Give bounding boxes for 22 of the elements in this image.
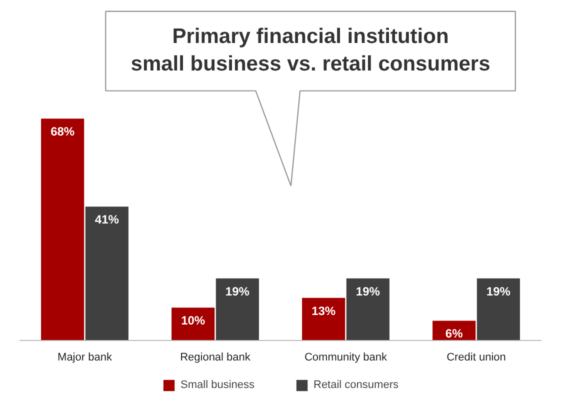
bar (172, 308, 215, 340)
x-tick-label: Regional bank (180, 351, 251, 364)
x-tick-label: Community bank (304, 351, 388, 364)
data-label: 10% (181, 314, 206, 328)
bar (85, 206, 128, 340)
x-tick-label: Credit union (446, 351, 506, 364)
data-label: 19% (486, 284, 511, 298)
chart-title: Primary financial institution small business vs. retail consumers (130, 25, 490, 76)
legend-label: Retail consumers (314, 379, 398, 391)
data-label: 41% (94, 212, 120, 227)
data-label: 68% (50, 124, 75, 139)
bar (216, 278, 259, 340)
data-label: 6% (445, 326, 464, 341)
bar (302, 298, 346, 340)
bar (476, 278, 520, 340)
data-label: 19% (356, 284, 380, 298)
data-label: 19% (225, 284, 250, 298)
x-tick-label: Major bank (58, 351, 112, 364)
legend-label: Small business (180, 379, 254, 391)
data-label: 13% (312, 304, 336, 318)
bar (41, 118, 84, 340)
bar (346, 278, 390, 340)
